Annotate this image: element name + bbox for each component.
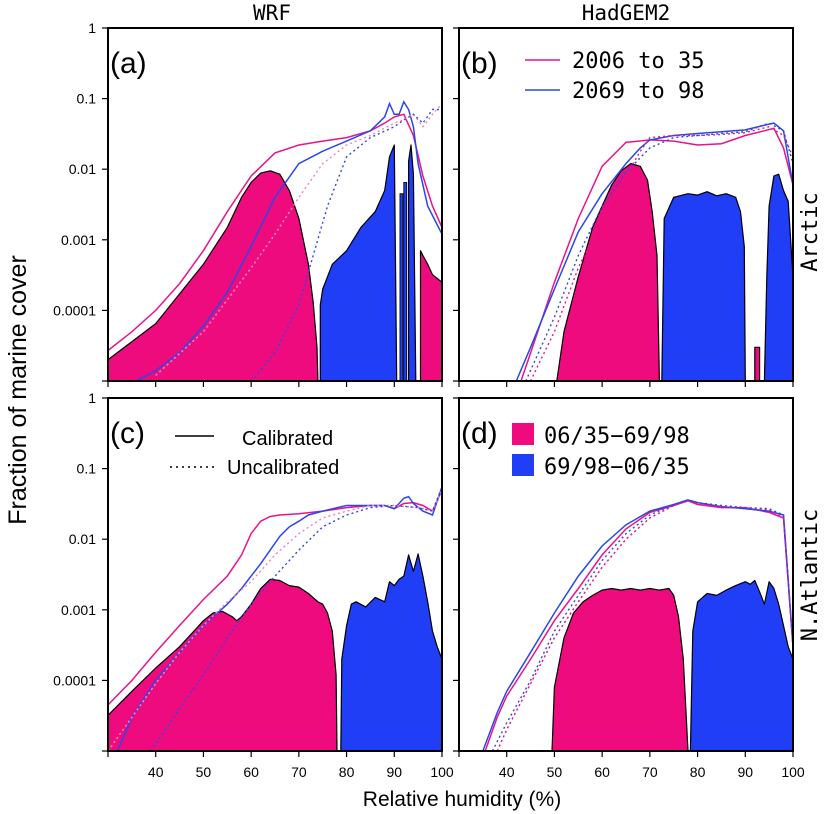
panel-c-series-3-uncalibrated [150, 486, 442, 751]
panel-a-fill-early-minus-late-2 [419, 250, 442, 381]
row-label-n-atlantic: N.Atlantic [798, 509, 823, 641]
panel-a-series-3-uncalibrated [250, 108, 442, 381]
panel-b-fill-late-minus-early [661, 191, 746, 381]
panel-c-xtick-label: 70 [291, 764, 307, 780]
panel-a-fill-late-minus-early-spikes-0 [399, 193, 404, 381]
panel-b-series-1-calibrated [515, 122, 793, 381]
panel-b-frame [458, 27, 794, 382]
panel-a-fill-late-minus-early-spikes-1 [403, 182, 408, 381]
legend-calibrated-label: Calibrated [242, 428, 333, 450]
panel-d-series-2-overlay [496, 500, 793, 751]
panel-a-fill-early-minus-late [108, 170, 319, 381]
panel-c-xtick-label: 50 [196, 764, 212, 780]
panel-c-fill-late-minus-early [340, 553, 442, 751]
panel-a-series-1-calibrated [136, 100, 442, 381]
panel-d-fill-late-minus-early [689, 579, 793, 751]
panel-d-fill-early-minus-late [551, 587, 689, 751]
panel-a-fill-late-minus-early-2 [408, 144, 417, 381]
panel-b-letter: (b) [461, 47, 498, 80]
panel-c-letter: (c) [110, 417, 145, 450]
legend-calibration: Calibrated Uncalibrated [170, 428, 339, 479]
panel-c-ytick-label: 1 [88, 390, 96, 406]
legend-difference-label-late: 69/98−06/35 [544, 455, 690, 480]
panel-b: (b) [453, 27, 794, 387]
panel-a-ytick-label: 0.01 [69, 161, 96, 177]
legend-uncalibrated-label: Uncalibrated [227, 457, 339, 479]
panel-c: 0.0001 0.001 0.01 0.1 1 40 50 60 70 80 90 100 (c) [53, 390, 454, 780]
panel-c-ytick-label: 0.1 [77, 461, 97, 477]
panel-c-xtick-label: 80 [339, 764, 355, 780]
panel-b-fill-early-minus-late [556, 163, 660, 381]
panel-d-xtick-label: 50 [547, 764, 563, 780]
legend-period-label-late: 2069 to 98 [572, 79, 704, 104]
panel-c-fill-early-minus-late [108, 578, 338, 751]
panel-c-ytick-label: 0.001 [61, 602, 96, 618]
panel-d-frame [458, 397, 794, 752]
legend-period: 2006 to 35 2069 to 98 [525, 49, 704, 104]
legend-difference-swatch-late [512, 454, 534, 476]
legend-difference: 06/35−69/98 69/98−06/35 [512, 423, 690, 480]
panel-d-series-1-calibrated [482, 499, 793, 751]
panel-d-xtick-label: 70 [642, 764, 658, 780]
panel-d-plot-area [482, 499, 793, 751]
panel-b-series-0-calibrated [520, 127, 793, 381]
panel-a-ytick-label: 0.1 [77, 91, 97, 107]
panel-d-xtick-label: 100 [781, 764, 805, 780]
panel-c-xtick-label: 60 [243, 764, 259, 780]
panel-d: 40 50 60 70 80 90 100 (d) [453, 397, 805, 780]
panel-d-xtick-label: 60 [594, 764, 610, 780]
panel-d-xtick-label: 80 [690, 764, 706, 780]
panel-d-xtick-label: 90 [737, 764, 753, 780]
row-label-arctic: Arctic [798, 192, 823, 271]
panel-c-series-0-calibrated [108, 489, 442, 706]
panel-a-series-2-overlay [155, 103, 442, 376]
panel-a: 0.0001 0.001 0.01 0.1 1 (a) [53, 20, 443, 387]
panel-c-frame [107, 397, 443, 752]
panel-c-plot-area [108, 486, 442, 751]
panel-a-fill-late-minus-early [319, 144, 398, 381]
panel-c-series-1-calibrated [116, 486, 442, 751]
panel-a-series-0-calibrated [108, 113, 442, 352]
legend-difference-swatch-early [512, 423, 534, 445]
panel-c-xtick-label: 100 [430, 764, 454, 780]
legend-period-label-early: 2006 to 35 [572, 49, 704, 74]
panel-a-frame [107, 27, 443, 382]
panel-a-ytick-label: 0.0001 [53, 302, 96, 318]
figure-ylabel: Fraction of marine cover [4, 255, 32, 525]
panel-a-ytick-label: 1 [88, 20, 96, 36]
column-title-hadgem2: HadGEM2 [582, 1, 671, 25]
panel-d-letter: (d) [461, 417, 498, 450]
figure-xlabel: Relative humidity (%) [363, 788, 561, 811]
column-title-wrf: WRF [253, 1, 291, 25]
legend-difference-label-early: 06/35−69/98 [544, 424, 690, 449]
panel-c-xtick-label: 40 [148, 764, 164, 780]
panel-c-ytick-label: 0.01 [69, 531, 96, 547]
panels: 0.0001 0.001 0.01 0.1 1 (a) (b) 0.0001 0.001 0.01… [53, 20, 805, 780]
panel-b-fill-early-minus-late-2 [754, 346, 761, 381]
panel-b-plot-area [515, 122, 793, 381]
panel-b-fill-late-minus-early-2 [763, 173, 793, 381]
panel-b-series-3-uncalibrated [525, 122, 793, 381]
panel-a-letter: (a) [110, 47, 147, 80]
panel-a-plot-area [108, 100, 442, 381]
panel-a-ytick-label: 0.001 [61, 232, 96, 248]
panel-c-xtick-label: 90 [386, 764, 402, 780]
panel-d-xtick-label: 40 [499, 764, 515, 780]
panel-c-ytick-label: 0.0001 [53, 672, 96, 688]
